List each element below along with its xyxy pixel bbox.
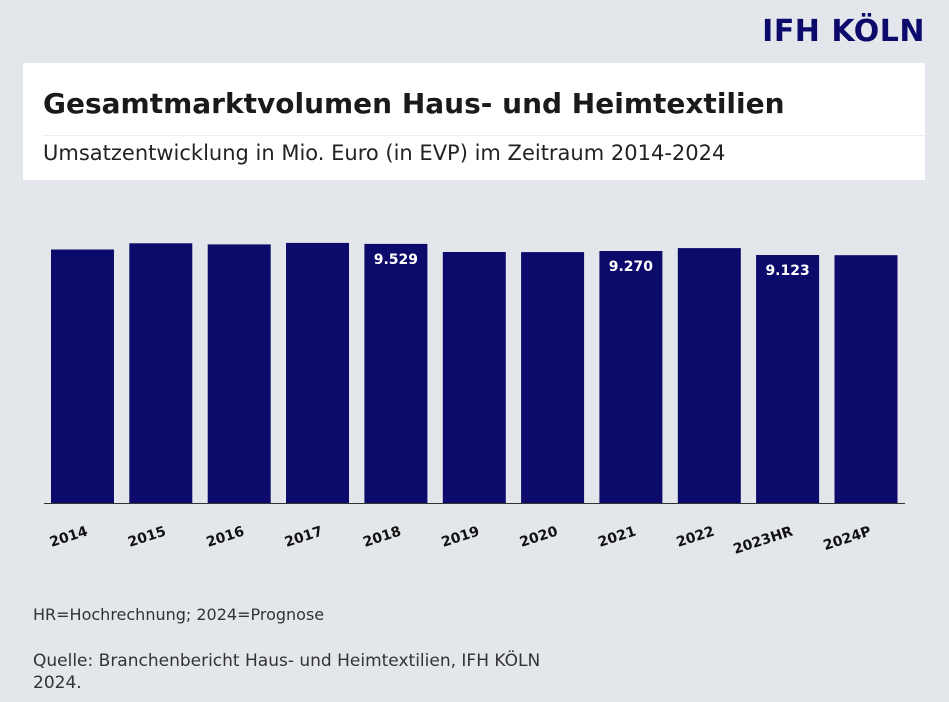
x-tick-label-2018: 2018: [361, 524, 403, 551]
bar-chart: 9.529 9.270 9.123 2014 2015 2016 2017 2018 2019…: [44, 242, 905, 558]
x-tick-label-group: 2014 2015 2016 2017 2018 2019 2020 2021 2022 2023…: [48, 524, 874, 558]
x-tick-label-2015: 2015: [126, 524, 168, 551]
chart-title: Gesamtmarktvolumen Haus- und Heimtextili…: [43, 87, 785, 120]
bar-2020: [521, 252, 585, 503]
x-tick-label-2020: 2020: [518, 524, 560, 551]
x-tick-label-2022: 2022: [675, 524, 717, 551]
title-panel: Gesamtmarktvolumen Haus- und Heimtextili…: [23, 63, 925, 180]
bar-2017: [286, 242, 349, 503]
brand-logo: IFH KÖLN: [762, 14, 925, 49]
bar-2016: [207, 244, 271, 503]
title-divider: [43, 135, 925, 136]
bar-2014: [51, 249, 114, 503]
bar-2022: [677, 248, 741, 503]
x-tick-label-2021: 2021: [596, 524, 638, 551]
data-label-2021: 9.270: [609, 259, 654, 275]
x-tick-label-2019: 2019: [440, 524, 482, 551]
bar-2021: [599, 251, 663, 503]
data-label-2018: 9.529: [374, 252, 418, 268]
bar-2024P: [834, 255, 898, 503]
bar-2015: [129, 243, 193, 504]
data-label-group: 9.529 9.270 9.123: [374, 252, 810, 279]
footnote: HR=Hochrechnung; 2024=Prognose: [33, 605, 325, 624]
x-tick-label-2016: 2016: [204, 524, 246, 551]
bar-2019: [442, 252, 506, 503]
bar-2018: [364, 243, 428, 503]
bar-2023HR: [756, 255, 820, 503]
chart-subtitle: Umsatzentwicklung in Mio. Euro (in EVP) …: [43, 141, 726, 165]
x-tick-label-2023HR: 2023HR: [731, 524, 795, 558]
bar-group: [51, 242, 898, 504]
x-tick-label-2024P: 2024P: [821, 524, 873, 554]
data-label-2023HR: 9.123: [765, 263, 809, 279]
source-note: Quelle: Branchenbericht Haus- und Heimte…: [33, 651, 541, 693]
x-tick-label-2017: 2017: [283, 524, 325, 551]
x-tick-label-2014: 2014: [48, 524, 90, 551]
